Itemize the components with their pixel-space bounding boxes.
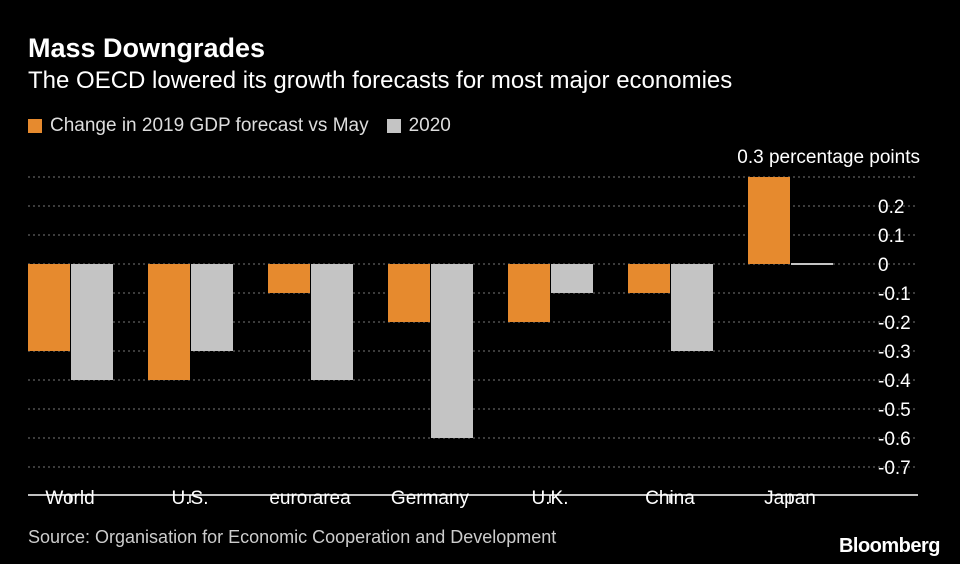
bar-2019 (388, 264, 430, 322)
bar-2019 (748, 177, 790, 264)
y-tick-label: -0.5 (878, 400, 911, 421)
x-tick-label: euro area (269, 488, 351, 509)
legend-item-2020: 2020 (386, 114, 451, 138)
y-tick-label: -0.1 (878, 284, 911, 305)
x-tick-label: U.K. (532, 488, 569, 509)
bloomberg-logo: Bloomberg (838, 535, 941, 557)
bar-2020 (671, 264, 713, 351)
x-tick-label: China (645, 488, 695, 509)
unit-label: 0.3 percentage points (737, 147, 920, 168)
x-tick-label: Japan (764, 488, 816, 509)
legend-item-2019: Change in 2019 GDP forecast vs May (28, 114, 369, 138)
legend-label-2020: 2020 (408, 115, 451, 136)
bar-2019 (628, 264, 670, 293)
x-tick-label: Germany (391, 488, 470, 509)
source-note: Source: Organisation for Economic Cooper… (28, 527, 557, 547)
bar-2019 (28, 264, 70, 351)
bar-2020 (71, 264, 113, 380)
bar-2019 (148, 264, 190, 380)
y-tick-label: -0.4 (878, 371, 911, 392)
y-tick-label: -0.3 (878, 342, 911, 363)
bar-2019 (508, 264, 550, 322)
bar-2020 (551, 264, 593, 293)
legend-swatch-2019 (28, 119, 42, 133)
y-tick-label: -0.6 (878, 429, 911, 450)
legend-swatch-2020 (386, 119, 401, 133)
legend: Change in 2019 GDP forecast vs May 2020 (28, 114, 469, 138)
y-tick-label: -0.2 (878, 313, 911, 334)
y-tick-label: 0.1 (878, 226, 904, 247)
x-tick-label: World (45, 488, 94, 509)
y-tick-label: 0 (878, 255, 889, 276)
bar-2020 (191, 264, 233, 351)
bar-2019 (268, 264, 310, 293)
chart-subtitle: The OECD lowered its growth forecasts fo… (28, 67, 733, 94)
bar-2020 (431, 264, 473, 438)
chart-title: Mass Downgrades (28, 33, 266, 63)
bar-2020 (311, 264, 353, 380)
y-tick-label: -0.7 (878, 458, 911, 479)
x-tick-label: U.S. (172, 488, 209, 509)
legend-label-2019: Change in 2019 GDP forecast vs May (50, 115, 369, 136)
bar-2020 (791, 263, 833, 265)
y-tick-label: 0.2 (878, 197, 904, 218)
